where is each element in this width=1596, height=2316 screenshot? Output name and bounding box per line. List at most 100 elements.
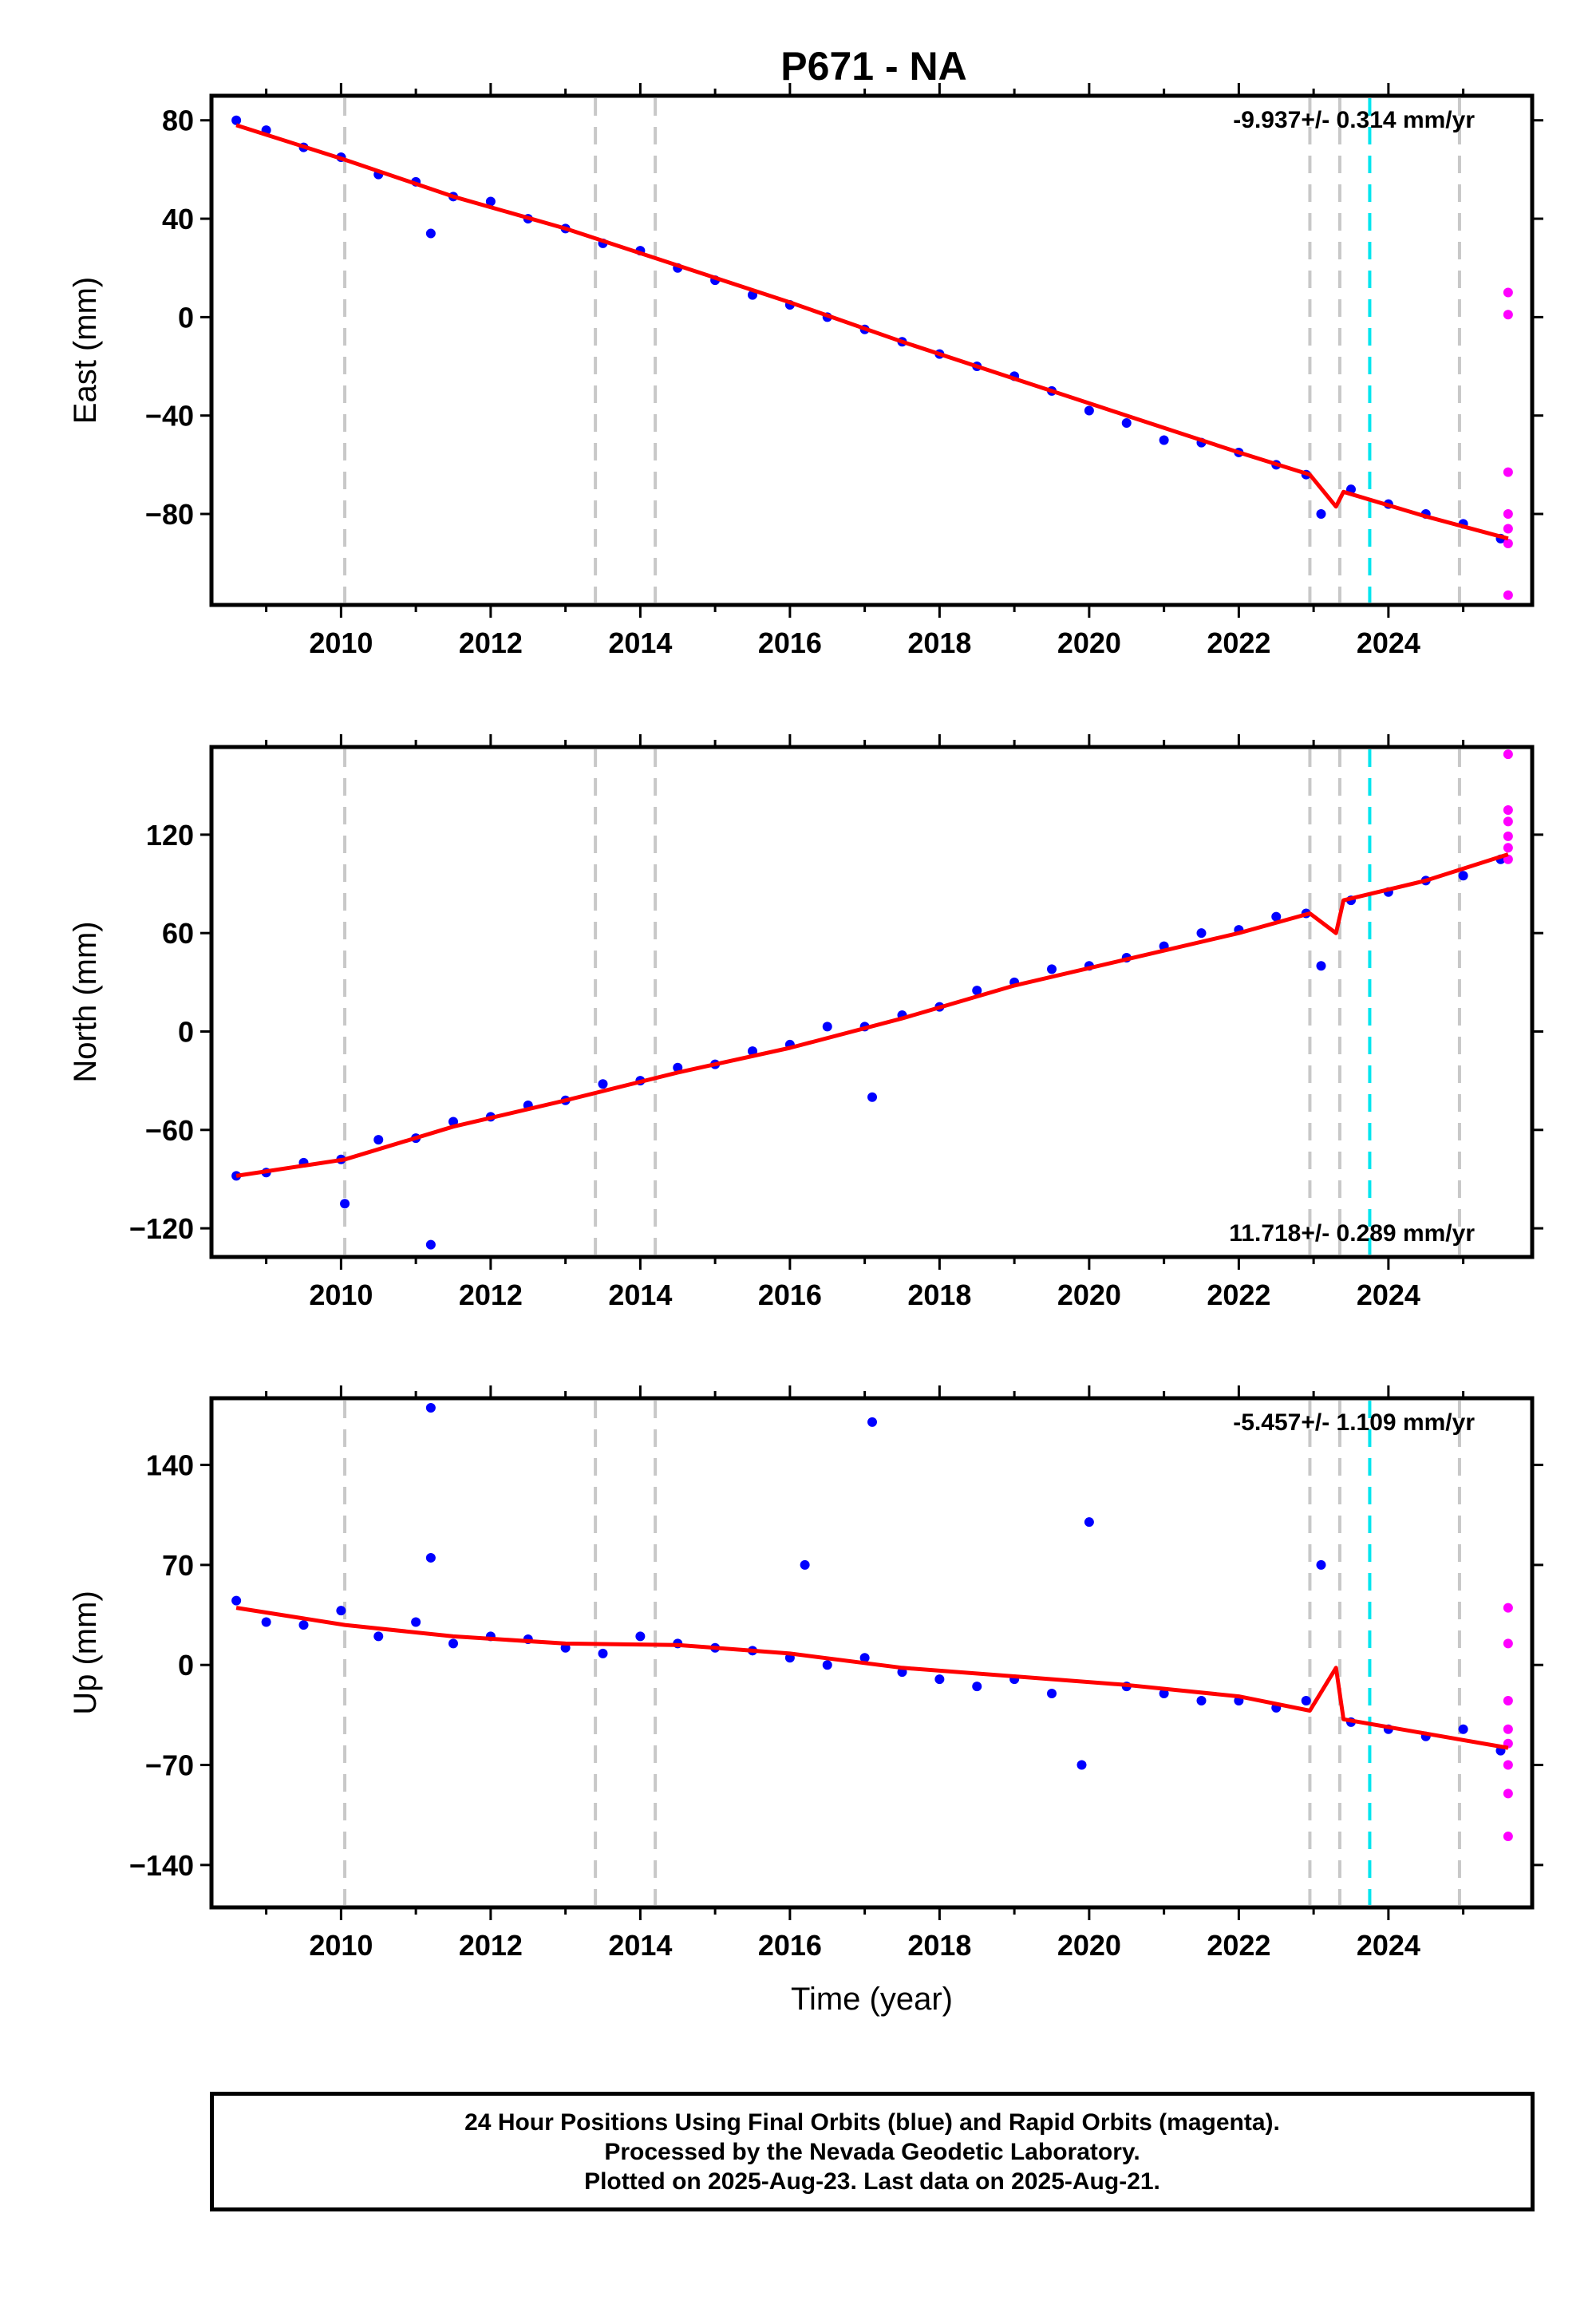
rapid-orbit-point bbox=[1503, 1638, 1513, 1649]
x-tick-label: 2012 bbox=[459, 1279, 523, 1311]
final-orbit-point bbox=[1458, 1724, 1468, 1734]
final-orbit-point bbox=[635, 1631, 646, 1642]
y-tick-label: −70 bbox=[145, 1749, 194, 1782]
x-tick-label: 2010 bbox=[309, 626, 373, 659]
x-tick-label: 2024 bbox=[1357, 1929, 1420, 1962]
rapid-orbit-point bbox=[1503, 1603, 1513, 1613]
model-fit-line bbox=[235, 852, 1509, 1178]
final-orbit-point bbox=[822, 1660, 832, 1670]
plot-frame bbox=[209, 745, 1535, 1259]
final-orbit-point bbox=[411, 1617, 421, 1627]
model-fit-line bbox=[235, 1606, 1509, 1750]
rapid-orbit-point bbox=[1503, 749, 1513, 760]
y-tick-label: 0 bbox=[178, 1649, 194, 1682]
y-tick-label: 80 bbox=[162, 105, 194, 137]
final-orbit-point bbox=[425, 1239, 436, 1250]
model-fit-line bbox=[235, 123, 1509, 541]
x-tick-label: 2014 bbox=[608, 1279, 672, 1311]
final-orbit-point bbox=[859, 1653, 870, 1663]
final-orbit-point bbox=[1084, 405, 1094, 416]
final-orbit-point bbox=[1196, 928, 1207, 939]
x-axis-label: Time (year) bbox=[791, 1982, 953, 2017]
final-orbit-point bbox=[1159, 1689, 1169, 1699]
y-tick-label: 70 bbox=[162, 1549, 194, 1582]
final-orbit-point bbox=[1159, 435, 1169, 445]
rapid-orbit-point bbox=[1503, 590, 1513, 600]
plot-frame bbox=[209, 1396, 1535, 1910]
final-orbit-point bbox=[373, 1631, 384, 1642]
y-tick-label: 0 bbox=[178, 301, 194, 334]
final-orbit-point bbox=[373, 1135, 384, 1145]
final-orbit-point bbox=[1316, 961, 1326, 971]
x-tick-label: 2012 bbox=[459, 626, 523, 659]
x-tick-label: 2018 bbox=[907, 1929, 971, 1962]
x-tick-label: 2022 bbox=[1207, 1279, 1270, 1311]
rapid-orbit-point bbox=[1503, 524, 1513, 534]
rapid-orbit-point bbox=[1503, 287, 1513, 298]
y-tick-label: −40 bbox=[145, 400, 194, 433]
x-tick-label: 2014 bbox=[608, 626, 672, 659]
final-orbit-point bbox=[1121, 417, 1132, 428]
y-tick-label: −80 bbox=[145, 498, 194, 531]
rapid-orbit-point bbox=[1503, 1760, 1513, 1770]
rapid-orbit-point bbox=[1503, 1695, 1513, 1705]
final-orbit-point bbox=[598, 1648, 608, 1658]
rapid-orbit-point bbox=[1503, 310, 1513, 320]
x-tick-label: 2016 bbox=[758, 626, 822, 659]
y-tick-label: −140 bbox=[129, 1849, 194, 1882]
final-orbit-point bbox=[867, 1092, 877, 1102]
y-axis-label: North (mm) bbox=[68, 921, 103, 1082]
rapid-orbit-point bbox=[1503, 467, 1513, 477]
final-orbit-point bbox=[822, 1022, 832, 1032]
final-orbit-point bbox=[425, 1402, 436, 1413]
rate-annotation: -9.937+/- 0.314 mm/yr bbox=[1233, 107, 1475, 133]
rapid-orbit-point bbox=[1503, 1788, 1513, 1799]
rapid-orbit-point bbox=[1503, 539, 1513, 549]
rapid-orbit-point bbox=[1503, 831, 1513, 841]
panel-1: 80 40 0 −40 −80 2010 2012 2014 2016 2018 2020 2022 2… bbox=[68, 83, 1543, 659]
final-orbit-point bbox=[972, 1682, 982, 1692]
final-orbit-point bbox=[448, 1638, 458, 1649]
rapid-orbit-point bbox=[1503, 1724, 1513, 1734]
panels: 80 40 0 −40 −80 2010 2012 2014 2016 2018 2020 2022 2… bbox=[68, 83, 1543, 2017]
x-tick-label: 2024 bbox=[1357, 626, 1420, 659]
y-tick-label: 0 bbox=[178, 1015, 194, 1048]
final-orbit-point bbox=[425, 1552, 436, 1563]
final-orbit-point bbox=[298, 1620, 309, 1630]
final-orbit-point bbox=[231, 1595, 242, 1606]
x-tick-label: 2016 bbox=[758, 1279, 822, 1311]
y-axis-label: East (mm) bbox=[68, 277, 103, 424]
final-orbit-point bbox=[1458, 871, 1468, 881]
rapid-orbit-point bbox=[1503, 1832, 1513, 1842]
final-orbit-point bbox=[934, 1674, 945, 1685]
plot-frame bbox=[209, 93, 1535, 607]
final-orbit-point bbox=[1047, 964, 1057, 974]
y-tick-label: 60 bbox=[162, 917, 194, 950]
final-orbit-point bbox=[336, 1606, 346, 1616]
final-orbit-point bbox=[485, 196, 496, 207]
panel-2: 120 60 0 −60 −120 2010 2012 2014 2016 2018 2020 202… bbox=[68, 734, 1543, 1311]
final-orbit-point bbox=[867, 1417, 877, 1427]
x-tick-label: 2016 bbox=[758, 1929, 822, 1962]
rate-annotation: 11.718+/- 0.289 mm/yr bbox=[1229, 1220, 1475, 1247]
x-tick-label: 2010 bbox=[309, 1929, 373, 1962]
y-tick-label: 40 bbox=[162, 203, 194, 235]
x-tick-label: 2014 bbox=[608, 1929, 672, 1962]
x-tick-label: 2020 bbox=[1057, 626, 1121, 659]
y-tick-label: −120 bbox=[129, 1212, 194, 1245]
final-orbit-point bbox=[340, 1199, 350, 1209]
y-tick-label: 140 bbox=[146, 1449, 194, 1482]
final-orbit-point bbox=[1301, 1695, 1311, 1705]
final-orbit-point bbox=[1316, 1559, 1326, 1570]
final-orbit-point bbox=[1047, 1689, 1057, 1699]
footer-line-1: 24 Hour Positions Using Final Orbits (bl… bbox=[464, 2109, 1280, 2136]
x-tick-label: 2018 bbox=[907, 1279, 971, 1311]
footer-line-3: Plotted on 2025-Aug-23. Last data on 202… bbox=[584, 2168, 1160, 2195]
rate-annotation: -5.457+/- 1.109 mm/yr bbox=[1233, 1409, 1475, 1436]
footer-line-2: Processed by the Nevada Geodetic Laborat… bbox=[604, 2138, 1140, 2165]
final-orbit-point bbox=[1196, 1695, 1207, 1705]
final-orbit-point bbox=[1271, 911, 1282, 922]
x-tick-label: 2020 bbox=[1057, 1279, 1121, 1311]
x-tick-label: 2020 bbox=[1057, 1929, 1121, 1962]
